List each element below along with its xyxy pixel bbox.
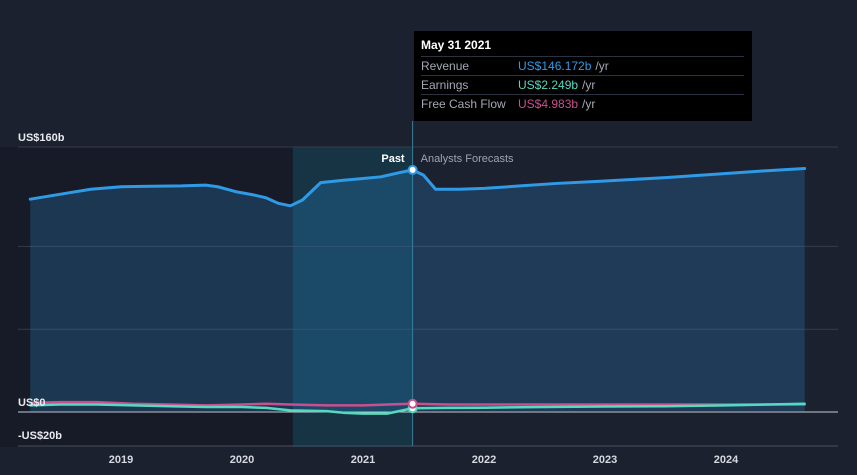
y-tick-label: US$0	[18, 397, 46, 409]
tooltip-row-earnings: Earnings US$2.249b /yr	[421, 75, 744, 94]
y-tick-label: US$160b	[18, 132, 65, 144]
x-tick-label: 2022	[472, 454, 496, 466]
free-cash-flow-line	[29, 400, 806, 407]
y-tick-label: -US$20b	[18, 430, 62, 442]
x-tick-label: 2024	[714, 454, 739, 466]
revenue-marker	[407, 164, 418, 175]
highlight-window	[292, 147, 413, 447]
tooltip-date: May 31 2021	[421, 38, 492, 52]
tooltip-revenue-value: US$146.172b	[518, 59, 592, 73]
forecast-label: Analysts Forecasts	[421, 153, 514, 165]
tooltip-fcf-unit: /yr	[582, 97, 596, 111]
x-tick-label: 2021	[351, 454, 375, 466]
tooltip-fcf-name: Free Cash Flow	[421, 97, 506, 111]
tooltip-earnings-unit: /yr	[582, 78, 596, 92]
past-label: Past	[381, 153, 405, 165]
revenue-area	[30, 168, 805, 412]
x-tick-label: 2023	[593, 454, 617, 466]
tooltip-earnings-name: Earnings	[421, 78, 469, 92]
earnings-line	[29, 402, 806, 415]
tooltip-row-revenue: Revenue US$146.172b /yr	[421, 56, 744, 75]
tooltip-revenue-name: Revenue	[421, 59, 470, 73]
x-tick-label: 2020	[230, 454, 254, 466]
free-cash-flow-marker	[407, 398, 418, 409]
revenue-line	[28, 167, 807, 208]
tooltip-revenue-unit: /yr	[595, 59, 609, 73]
tooltip-fcf-value: US$4.983b	[518, 97, 579, 111]
tooltip-row-fcf: Free Cash Flow US$4.983b /yr	[421, 94, 744, 113]
x-tick-label: 2019	[109, 454, 133, 466]
data-tooltip: May 31 2021 Revenue US$146.172b /yr Earn…	[414, 31, 752, 121]
tooltip-earnings-value: US$2.249b	[518, 78, 579, 92]
